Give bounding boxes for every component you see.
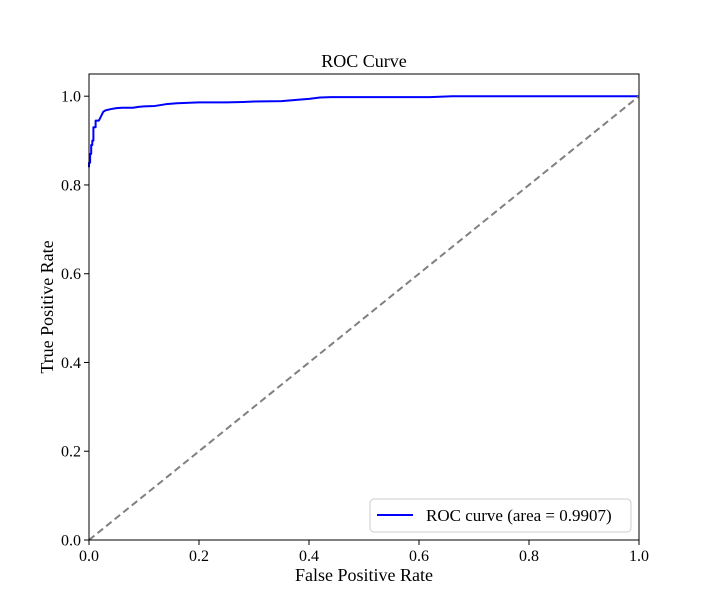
x-tick-label: 0.4 (299, 548, 319, 565)
y-tick-label: 0.8 (61, 177, 81, 194)
plot-area (88, 73, 640, 541)
y-tick-label: 0.4 (61, 355, 81, 372)
x-tick-label: 0.2 (189, 548, 209, 565)
legend-label-roc-curve: ROC curve (area = 0.9907) (426, 506, 612, 525)
x-axis-ticks: 0.0 0.2 0.4 0.6 0.8 1.0 (79, 540, 649, 565)
y-axis-label: True Positive Rate (37, 240, 57, 373)
y-tick-label: 0.0 (61, 533, 81, 550)
x-tick-label: 0.0 (79, 548, 99, 565)
y-tick-label: 0.6 (61, 266, 81, 283)
x-tick-label: 0.6 (409, 548, 429, 565)
x-axis-label: False Positive Rate (295, 565, 433, 585)
legend-box (369, 498, 632, 533)
legend: ROC curve (area = 0.9907) (369, 498, 632, 533)
y-tick-label: 0.2 (61, 444, 81, 461)
roc-curve-line (88, 95, 639, 168)
series-layer (88, 95, 640, 541)
x-tick-label: 0.8 (519, 548, 539, 565)
baseline-diagonal-line (88, 95, 640, 541)
x-tick-label: 1.0 (629, 548, 649, 565)
y-tick-label: 1.0 (61, 89, 81, 106)
y-axis-ticks: 0.0 0.2 0.4 0.6 0.8 1.0 (61, 89, 89, 550)
plot-frame (88, 73, 640, 541)
chart-title: ROC Curve (321, 51, 407, 71)
